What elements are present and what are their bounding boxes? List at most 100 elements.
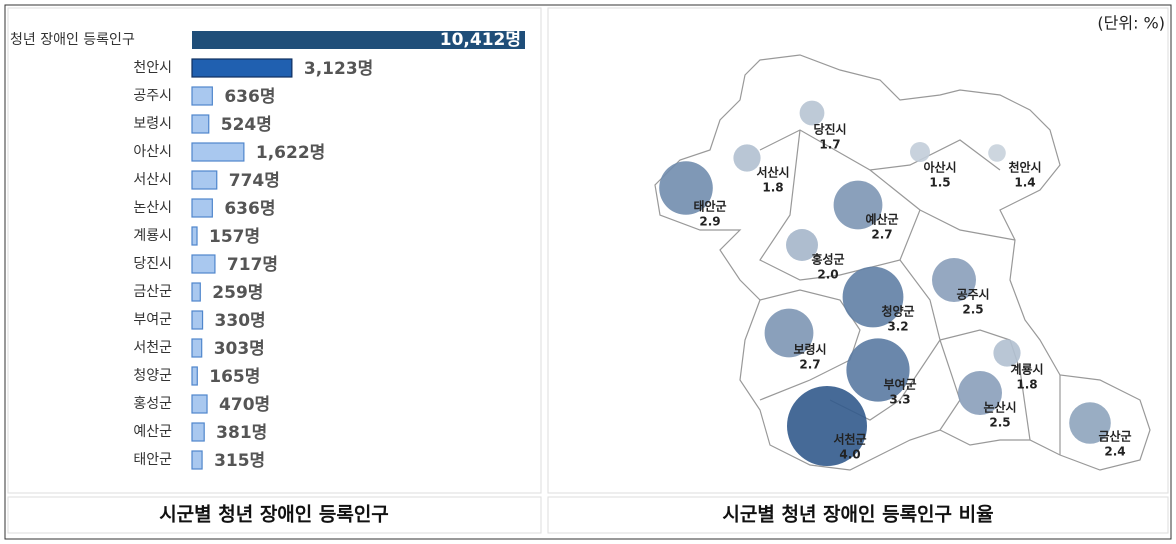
region-label: 당진시 [813, 122, 846, 137]
bar [191, 198, 213, 218]
bar [191, 254, 216, 274]
category-label: 아산시 [133, 144, 172, 160]
region-value: 2.7 [871, 228, 892, 242]
value-label: 259명 [212, 283, 263, 303]
value-label: 636명 [224, 87, 275, 107]
bubble [659, 161, 713, 215]
category-label: 예산군 [133, 424, 172, 440]
region-label: 공주시 [956, 288, 989, 302]
category-label: 천안시 [133, 60, 172, 76]
category-label: 부여군 [133, 312, 172, 328]
region-value: 3.2 [887, 320, 908, 334]
region-label: 천안시 [1008, 160, 1041, 175]
bubble [764, 308, 814, 358]
region-value: 2.7 [799, 358, 820, 372]
category-label: 계룡시 [133, 228, 172, 244]
right-panel [547, 7, 1169, 494]
bar [192, 31, 525, 49]
region-label: 서천군 [833, 432, 866, 447]
value-label: 330명 [215, 311, 266, 331]
bar [191, 58, 293, 78]
bubble [910, 142, 930, 162]
category-label: 청양군 [133, 368, 172, 384]
bar [191, 422, 205, 442]
bar [191, 310, 204, 330]
region-value: 4.0 [839, 448, 860, 462]
category-label: 논산시 [133, 200, 172, 216]
region-label: 청양군 [881, 304, 914, 319]
category-label: 태안군 [133, 452, 172, 468]
region-value: 3.3 [889, 393, 910, 407]
category-label: 홍성군 [133, 396, 172, 412]
region-value: 1.8 [1016, 378, 1037, 392]
region-label: 금산군 [1098, 429, 1131, 444]
chart-title: 시군별 청년 장애인 등록인구 [159, 504, 389, 526]
bubble [799, 100, 825, 126]
value-label: 1,622명 [256, 143, 325, 163]
bar [191, 394, 208, 414]
region-label: 보령시 [793, 343, 826, 357]
category-label: 당진시 [133, 256, 172, 272]
value-label: 303명 [214, 339, 265, 359]
category-label: 공주시 [133, 88, 172, 104]
region-value: 2.5 [962, 303, 983, 317]
value-label: 636명 [224, 199, 275, 219]
bubble [786, 229, 818, 261]
bubble [993, 339, 1021, 367]
category-label: 보령시 [133, 116, 172, 132]
bubble [1069, 402, 1111, 444]
value-label: 315명 [214, 451, 265, 471]
bar [191, 142, 245, 162]
left-panel [7, 7, 542, 494]
bar [191, 338, 203, 358]
bubble [958, 371, 1002, 415]
value-label: 774명 [229, 171, 280, 191]
bar [191, 86, 213, 106]
region-value: 1.7 [819, 138, 840, 152]
region-value: 2.9 [699, 215, 720, 229]
region-label: 논산시 [983, 400, 1016, 415]
value-label: 470명 [219, 395, 270, 415]
region-label: 부여군 [883, 377, 916, 392]
bar [191, 114, 210, 134]
right-title-box [547, 496, 1169, 534]
bubble [932, 258, 976, 302]
bar [191, 226, 198, 246]
region-value: 2.5 [989, 416, 1010, 430]
region-label: 계룡시 [1010, 362, 1043, 377]
region-value: 1.8 [762, 181, 783, 195]
region-label: 서산시 [756, 165, 789, 180]
value-label: 717명 [227, 255, 278, 275]
unit-label: (단위: %) [1097, 14, 1165, 33]
region-label: 태안군 [693, 199, 726, 214]
map [654, 54, 1151, 471]
bubble [787, 386, 867, 466]
value-label: 165명 [209, 367, 260, 387]
chart-title: 시군별 청년 장애인 등록인구 비율 [722, 504, 993, 526]
bubble [846, 338, 910, 402]
region-label: 홍성군 [811, 252, 844, 267]
value-label: 3,123명 [304, 59, 373, 79]
value-label: 524명 [221, 115, 272, 135]
region-value: 1.4 [1014, 176, 1035, 190]
bubble [833, 180, 883, 230]
bar [191, 450, 203, 470]
bar [191, 282, 201, 302]
region-value: 2.4 [1104, 445, 1125, 459]
value-label: 381명 [216, 423, 267, 443]
category-label: 청년 장애인 등록인구 [10, 32, 135, 48]
region-label: 아산시 [923, 160, 956, 175]
region-value: 2.0 [817, 268, 838, 282]
category-label: 서천군 [133, 340, 172, 356]
value-label: 10,412명 [440, 30, 521, 50]
bar [191, 170, 218, 190]
bubble [988, 144, 1006, 162]
region-label: 예산군 [865, 212, 898, 227]
bubble [842, 266, 904, 328]
category-label: 금산군 [133, 284, 172, 300]
value-label: 157명 [209, 227, 260, 247]
left-title-box [7, 496, 542, 534]
region-value: 1.5 [929, 176, 950, 190]
bubble [733, 144, 761, 172]
